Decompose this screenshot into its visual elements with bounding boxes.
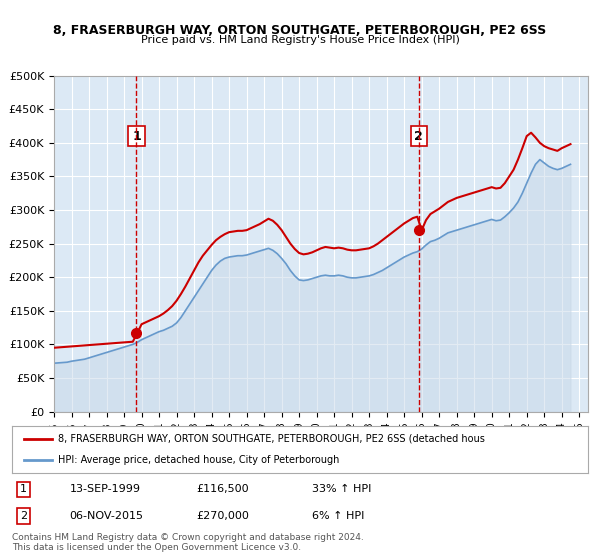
Text: 8, FRASERBURGH WAY, ORTON SOUTHGATE, PETERBOROUGH, PE2 6SS (detached hous: 8, FRASERBURGH WAY, ORTON SOUTHGATE, PET… bbox=[58, 434, 485, 444]
Text: 6% ↑ HPI: 6% ↑ HPI bbox=[311, 511, 364, 521]
Text: 33% ↑ HPI: 33% ↑ HPI bbox=[311, 484, 371, 494]
Text: 1: 1 bbox=[132, 129, 141, 143]
Text: HPI: Average price, detached house, City of Peterborough: HPI: Average price, detached house, City… bbox=[58, 455, 340, 465]
Text: Contains HM Land Registry data © Crown copyright and database right 2024.: Contains HM Land Registry data © Crown c… bbox=[12, 533, 364, 542]
Text: £116,500: £116,500 bbox=[196, 484, 249, 494]
Text: 8, FRASERBURGH WAY, ORTON SOUTHGATE, PETERBOROUGH, PE2 6SS: 8, FRASERBURGH WAY, ORTON SOUTHGATE, PET… bbox=[53, 24, 547, 36]
Text: 2: 2 bbox=[415, 129, 423, 143]
Text: This data is licensed under the Open Government Licence v3.0.: This data is licensed under the Open Gov… bbox=[12, 543, 301, 552]
Text: 13-SEP-1999: 13-SEP-1999 bbox=[70, 484, 140, 494]
Text: £270,000: £270,000 bbox=[196, 511, 249, 521]
Text: Price paid vs. HM Land Registry's House Price Index (HPI): Price paid vs. HM Land Registry's House … bbox=[140, 35, 460, 45]
Text: 2: 2 bbox=[20, 511, 27, 521]
Text: 06-NOV-2015: 06-NOV-2015 bbox=[70, 511, 143, 521]
Text: 1: 1 bbox=[20, 484, 27, 494]
